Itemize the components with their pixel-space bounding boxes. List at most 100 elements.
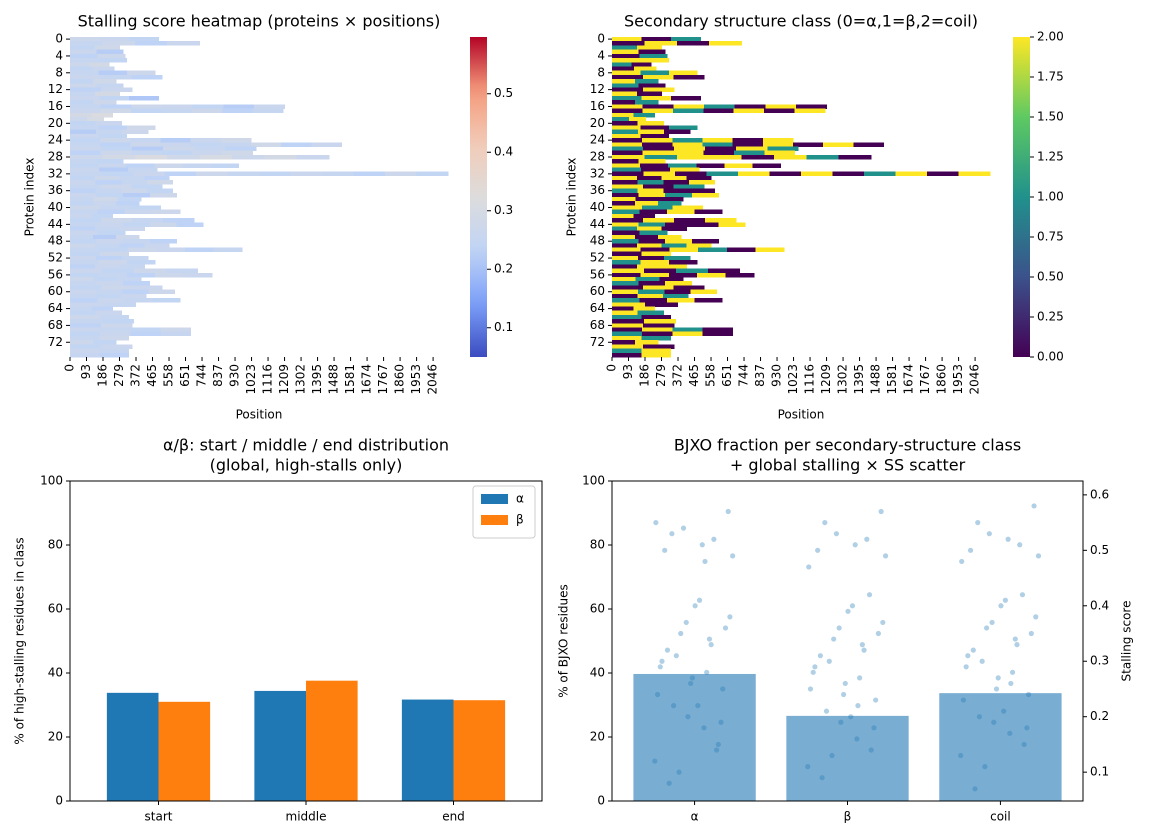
- heatmap-cell: [222, 108, 253, 114]
- scatter-point: [807, 686, 814, 692]
- heatmap-cell: [134, 41, 168, 46]
- heatmap-cell: [663, 180, 690, 185]
- heatmap-cell: [796, 104, 828, 109]
- y-tick-label: 20: [48, 116, 63, 130]
- heatmap-cell: [123, 192, 151, 198]
- x-tick-label: 651: [720, 364, 734, 387]
- heatmap-cell: [631, 62, 652, 67]
- heatmap-cell: [70, 180, 97, 185]
- heatmap-cell: [636, 226, 662, 231]
- heatmap-cell: [694, 209, 723, 215]
- scatter-point: [826, 658, 832, 664]
- chart-title: + global stalling × SS scatter: [730, 456, 966, 475]
- colorbar-tick-label: 0.3: [494, 203, 513, 217]
- y-axis-label: Protein index: [23, 158, 37, 237]
- heatmap-cell: [636, 264, 662, 269]
- heatmap-cell: [895, 171, 928, 177]
- scatter-point: [676, 769, 682, 775]
- heatmap-cell: [94, 91, 120, 97]
- heatmap-cell: [612, 268, 645, 274]
- scatter-point: [688, 680, 694, 687]
- heatmap-cell: [99, 37, 130, 42]
- heatmap-cell: [70, 226, 96, 231]
- colorbar: [1013, 37, 1030, 357]
- heatmap-cell: [98, 58, 128, 63]
- heatmap-cell: [668, 260, 698, 265]
- heatmap-cell: [643, 323, 675, 328]
- x-tick-label: 1395: [852, 364, 866, 395]
- heatmap-cell: [773, 154, 807, 160]
- heatmap-cell: [612, 154, 645, 160]
- heatmap-cell: [130, 205, 161, 210]
- heatmap-cell: [259, 171, 291, 177]
- heatmap-cell: [612, 340, 636, 345]
- heatmap-cell: [718, 222, 746, 227]
- heatmap-cell: [225, 146, 257, 151]
- heatmap-cell: [161, 108, 192, 114]
- heatmap-cell: [628, 117, 647, 122]
- scatter-point: [861, 647, 867, 653]
- heatmap-cell: [612, 335, 642, 341]
- heatmap-cell: [70, 184, 102, 189]
- heatmap-cell: [673, 104, 705, 109]
- x-tick-label: 1953: [951, 364, 965, 395]
- heatmap-cell: [160, 142, 191, 147]
- heatmap-cell: [641, 95, 672, 101]
- y-tick-label: 16: [590, 99, 605, 113]
- heatmap-cell: [96, 49, 124, 55]
- scatter-point: [701, 725, 707, 731]
- heatmap-cell: [93, 277, 118, 282]
- heatmap-cell: [98, 272, 128, 278]
- heatmap-cell: [165, 268, 199, 274]
- heatmap-cell: [640, 260, 670, 265]
- heatmap-cell: [117, 277, 142, 282]
- scatter-point: [991, 719, 997, 725]
- heatmap-cell: [98, 167, 129, 173]
- x-tick-label: middle: [286, 810, 327, 824]
- heatmap-cell: [144, 243, 170, 248]
- heatmap-cell: [612, 121, 639, 126]
- heatmap-cell: [196, 171, 228, 177]
- heatmap-cell: [123, 281, 151, 286]
- heatmap-cell: [192, 104, 224, 109]
- heatmap-cell: [638, 83, 666, 88]
- heatmap-cell: [612, 62, 632, 67]
- heatmap-cell: [132, 146, 164, 151]
- heatmap-cell: [762, 142, 794, 147]
- scatter-point: [722, 625, 729, 631]
- bar: [106, 692, 159, 801]
- heatmap-cell: [70, 340, 94, 345]
- heatmap-cell: [823, 142, 854, 147]
- heatmap-cell: [806, 154, 840, 160]
- heatmap-cell: [93, 197, 118, 202]
- heatmap-cell: [640, 133, 670, 139]
- heatmap-cell: [612, 352, 642, 358]
- heatmap-cell: [95, 310, 122, 316]
- heatmap-cell: [70, 209, 98, 215]
- heatmap-cell: [644, 41, 678, 46]
- heatmap-cell: [98, 247, 128, 253]
- heatmap-cell: [669, 247, 699, 253]
- heatmap-cell: [793, 142, 824, 147]
- heatmap-cell: [70, 289, 97, 295]
- heatmap-cell: [612, 125, 641, 130]
- colorbar-tick-label: 1.75: [1037, 70, 1064, 84]
- heatmap-cell: [635, 100, 659, 105]
- heatmap-cell: [612, 205, 643, 210]
- scatter-point: [664, 647, 671, 653]
- x-tick-label: 1395: [310, 364, 324, 395]
- heatmap-cell: [734, 104, 766, 109]
- heatmap-cell: [639, 209, 668, 215]
- scatter-point: [1009, 669, 1016, 675]
- heatmap-cell: [70, 264, 96, 269]
- heatmap-cell: [385, 171, 417, 177]
- y-tick-label: 24: [48, 133, 63, 147]
- heatmap-cell: [70, 239, 97, 244]
- heatmap-cell: [70, 348, 100, 354]
- colorbar-tick-label: 0.4: [494, 145, 513, 159]
- scatter-point: [1031, 503, 1037, 509]
- heatmap-cell: [101, 218, 133, 223]
- heatmap-cell: [116, 234, 140, 240]
- heatmap-cell: [96, 159, 124, 164]
- heatmap-cell: [126, 70, 156, 76]
